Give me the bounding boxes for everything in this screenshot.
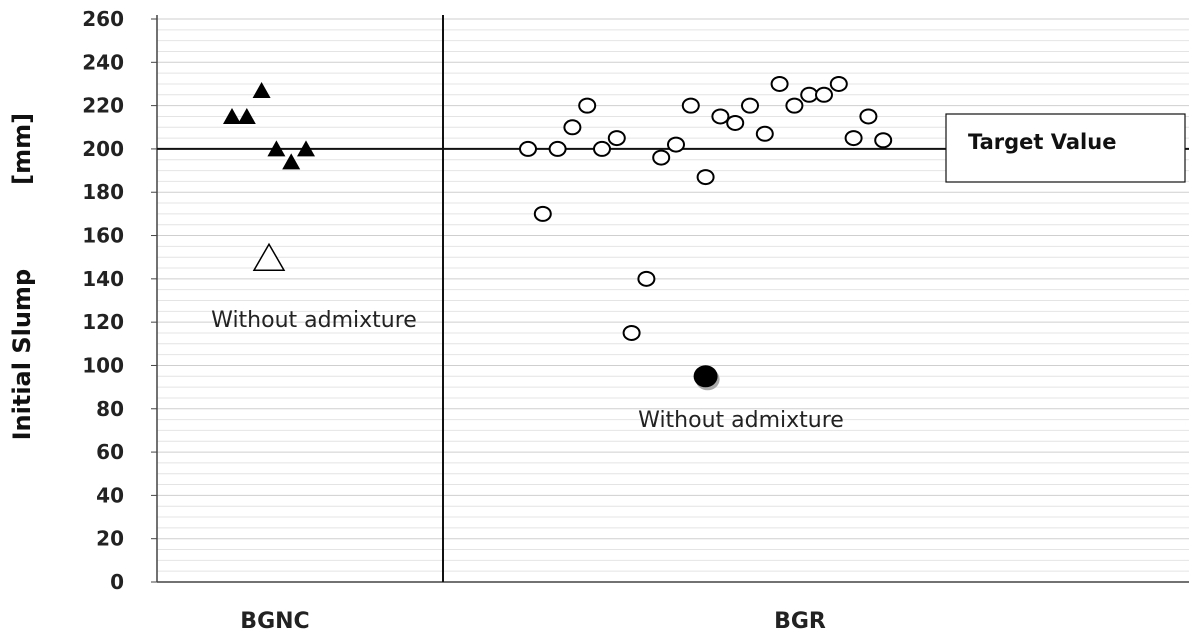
circle-marker — [829, 75, 848, 92]
gridlines — [157, 18, 1189, 583]
circle-marker — [711, 108, 730, 125]
target-value-label: Target Value — [968, 130, 1116, 154]
y-tick-label: 100 — [82, 353, 124, 377]
y-tick-label: 60 — [96, 440, 124, 464]
target-value-box — [945, 113, 1186, 183]
y-tick-label: 160 — [82, 224, 124, 248]
circle-marker — [681, 97, 700, 114]
without-admixture-annotation: Without admixture — [638, 408, 844, 433]
circle-marker — [667, 136, 685, 153]
data-marks — [223, 75, 893, 391]
y-tick-label: 20 — [96, 527, 124, 551]
circle-marker — [770, 75, 789, 92]
triangle-marker — [252, 81, 271, 98]
x-category-label: BGR — [774, 609, 826, 634]
circle-marker — [607, 130, 626, 147]
circle-marker — [593, 140, 611, 157]
open-triangle-marker — [252, 242, 286, 271]
circle-marker — [844, 130, 863, 147]
y-tick-label: 40 — [96, 483, 124, 507]
circle-marker — [696, 169, 715, 186]
circle-marker — [815, 86, 833, 103]
circle-marker — [637, 270, 656, 287]
y-tick-label: 140 — [82, 267, 124, 291]
circle-marker — [578, 97, 597, 114]
triangle-marker — [223, 107, 241, 124]
y-tick-label: 260 — [82, 7, 124, 31]
axes — [156, 15, 1189, 583]
circle-marker — [859, 108, 878, 125]
y-axis-unit-label: [mm] — [8, 113, 36, 185]
y-tick-label: 120 — [82, 310, 124, 334]
x-category-label: BGNC — [240, 609, 309, 634]
circle-marker — [726, 114, 745, 131]
y-axis-title: Initial Slump — [8, 269, 36, 441]
circle-marker — [785, 97, 804, 114]
target-line-group: Target Value — [157, 113, 1189, 183]
y-tick-labels: 0 20 40 60 80 100 120 140 160 180 200 220 240 260 — [82, 7, 157, 594]
y-tick-label: 180 — [82, 180, 124, 204]
y-tick-label: 80 — [96, 397, 124, 421]
text-labels: [mm] Initial Slump BGNC BGR Without admixtur… — [8, 113, 844, 634]
circle-marker — [533, 205, 552, 222]
triangle-marker — [267, 140, 286, 157]
circle-marker — [519, 140, 537, 157]
circle-marker — [622, 324, 641, 341]
circle-marker — [563, 119, 582, 136]
y-tick-label: 240 — [82, 50, 124, 74]
triangle-marker — [237, 107, 256, 124]
y-tick-label: 0 — [110, 570, 124, 594]
circle-marker — [874, 132, 893, 149]
circle-marker — [755, 125, 774, 142]
circle-marker — [800, 86, 819, 103]
without-admixture-annotation: Without admixture — [211, 308, 417, 333]
circle-marker — [548, 140, 567, 157]
triangle-marker — [297, 140, 315, 157]
y-tick-label: 220 — [82, 94, 124, 118]
triangle-marker — [282, 153, 301, 170]
filled-circle-marker — [693, 365, 718, 388]
circle-marker — [652, 149, 671, 166]
circle-marker — [741, 97, 759, 114]
y-tick-label: 200 — [82, 137, 124, 161]
